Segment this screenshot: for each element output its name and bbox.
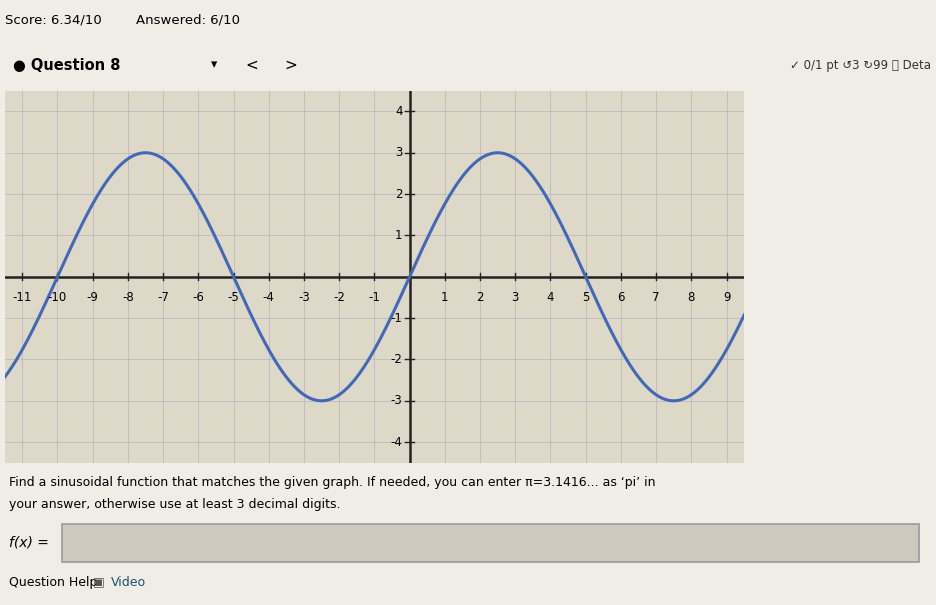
FancyBboxPatch shape — [62, 524, 919, 562]
Text: -3: -3 — [391, 394, 402, 407]
Text: -10: -10 — [48, 291, 67, 304]
Text: ● Question 8: ● Question 8 — [13, 57, 121, 73]
Text: -8: -8 — [122, 291, 134, 304]
Text: -9: -9 — [87, 291, 98, 304]
Text: your answer, otherwise use at least 3 decimal digits.: your answer, otherwise use at least 3 de… — [9, 499, 341, 511]
Text: ▾: ▾ — [211, 59, 217, 71]
Text: -1: -1 — [369, 291, 380, 304]
Text: 1: 1 — [441, 291, 448, 304]
Text: -5: -5 — [227, 291, 240, 304]
Text: 3: 3 — [395, 146, 402, 159]
Text: f(x) =: f(x) = — [9, 536, 50, 550]
Text: Score: 6.34/10: Score: 6.34/10 — [5, 13, 101, 26]
Text: ✓ 0/1 pt ↺3 ↻99 ⓘ Deta: ✓ 0/1 pt ↺3 ↻99 ⓘ Deta — [790, 59, 931, 71]
Text: -3: -3 — [298, 291, 310, 304]
Text: -6: -6 — [193, 291, 204, 304]
Text: Find a sinusoidal function that matches the given graph. If needed, you can ente: Find a sinusoidal function that matches … — [9, 476, 656, 489]
Text: -1: -1 — [390, 312, 402, 325]
Text: -4: -4 — [390, 436, 402, 449]
Text: Video: Video — [111, 575, 146, 589]
Text: 1: 1 — [395, 229, 402, 242]
Text: -11: -11 — [12, 291, 32, 304]
Text: 8: 8 — [688, 291, 695, 304]
Text: 2: 2 — [476, 291, 484, 304]
Text: 9: 9 — [723, 291, 730, 304]
Text: -4: -4 — [263, 291, 274, 304]
Text: 2: 2 — [395, 188, 402, 201]
Text: -2: -2 — [333, 291, 345, 304]
Text: >: > — [285, 57, 297, 73]
Text: 6: 6 — [617, 291, 624, 304]
Text: 7: 7 — [652, 291, 660, 304]
Text: 3: 3 — [512, 291, 519, 304]
Text: 5: 5 — [582, 291, 590, 304]
Text: -2: -2 — [390, 353, 402, 366]
Text: ▣: ▣ — [93, 575, 105, 589]
Text: 4: 4 — [547, 291, 554, 304]
Text: -7: -7 — [157, 291, 169, 304]
Text: Question Help:: Question Help: — [9, 575, 102, 589]
Text: <: < — [245, 57, 258, 73]
Text: Answered: 6/10: Answered: 6/10 — [136, 13, 240, 26]
Text: 4: 4 — [395, 105, 402, 118]
